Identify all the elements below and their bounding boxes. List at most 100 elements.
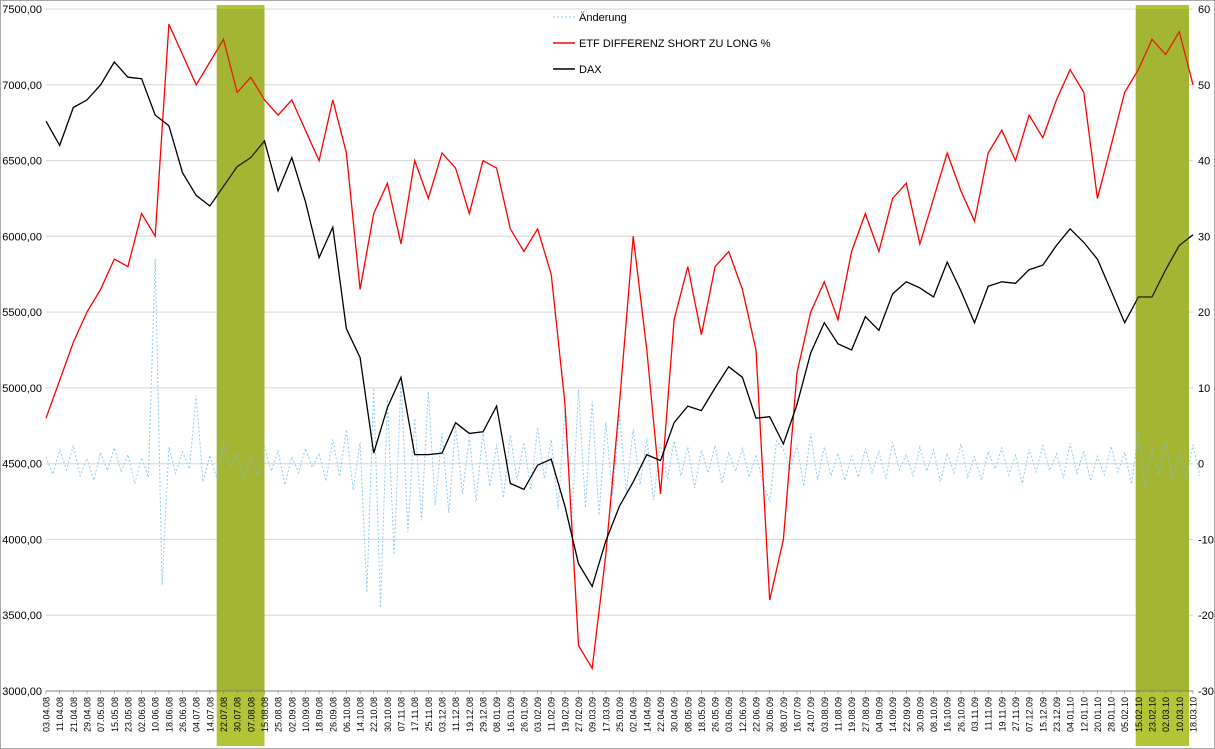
x-axis-tick-label: 25.08.08: [274, 697, 284, 732]
x-axis-tick-label: 12.01.10: [1079, 697, 1089, 732]
x-axis-tick-label: 22.07.08: [219, 697, 229, 732]
x-axis-tick-label: 18.06.08: [164, 697, 174, 732]
x-axis-tick-label: 04.09.09: [874, 697, 884, 732]
left-axis-labels: 7500,00 7000,00 6500,00 6000,00 5500,00 5000,…: [2, 4, 42, 698]
x-axis-tick-label: 08.01.09: [492, 697, 502, 732]
x-axis-tick-label: 11.02.09: [547, 697, 557, 731]
left-axis-tick-label: 6000,00: [2, 231, 42, 243]
dax-line: [45, 60, 1194, 588]
right-axis-tick-label: 30: [1198, 231, 1210, 243]
right-axis-tick-label: 50: [1198, 80, 1210, 92]
x-axis-tick-label: 23.02.10: [1148, 697, 1158, 732]
x-axis-tick-label: 18.09.08: [315, 697, 325, 732]
x-axis-tick-label: 09.03.09: [588, 697, 598, 732]
x-axis-tick-label: 29.04.08: [83, 697, 93, 732]
x-axis-tick-label: 22.04.09: [656, 697, 666, 732]
x-axis-tick-label: 11.11.09: [984, 697, 994, 731]
x-axis-tick-label: 24.07.09: [806, 697, 816, 732]
x-axis-tick-label: 26.05.09: [711, 697, 721, 732]
left-axis-tick-label: 5000,00: [2, 383, 42, 395]
left-axis-tick-label: 4000,00: [2, 534, 42, 546]
x-axis-tick-label: 29.12.08: [479, 697, 489, 732]
x-axis-tick-label: 26.06.08: [178, 697, 188, 732]
right-axis-tick-label: 60: [1198, 4, 1210, 16]
x-axis-tick-label: 14.10.08: [356, 697, 366, 732]
x-axis-tick-label: 03.08.09: [820, 697, 830, 732]
x-axis-tick-label: 07.05.08: [96, 697, 106, 732]
chart-generated-series: [45, 23, 1201, 671]
x-axis-tick-label: 04.01.10: [1066, 697, 1076, 732]
x-axis-tick-label: 02.09.08: [287, 697, 297, 732]
chart-legend: Änderung ETF DIFFERENZ SHORT ZU LONG % D…: [553, 12, 771, 76]
x-axis-tick-label: 02.03.10: [1161, 697, 1171, 732]
highlight-bands: [216, 5, 1189, 746]
x-axis-tick-label: 17.11.08: [410, 697, 420, 731]
highlight-band: [1135, 5, 1189, 746]
left-axis-tick-label: 7000,00: [2, 80, 42, 92]
right-axis-labels: 60 50 40 30 20 10 0 -10 -20 -30: [1198, 4, 1214, 698]
x-axis-labels: 03.04.08 11.04.08 21.04.08 29.04.08 07.05.08…: [42, 697, 1199, 732]
x-axis-tick-label: 26.09.08: [328, 697, 338, 732]
x-axis-tick-label: 15.02.10: [1134, 697, 1144, 732]
x-axis-tick-label: 15.05.08: [110, 697, 120, 732]
highlight-band: [216, 5, 265, 746]
x-axis-tick-label: 03.12.08: [438, 697, 448, 732]
x-axis-tick-label: 15.12.09: [1038, 697, 1048, 732]
x-axis-tick-label: 19.08.09: [847, 697, 857, 732]
right-axis-tick-label: 20: [1198, 307, 1210, 319]
x-axis-tick-label: 20.01.10: [1093, 697, 1103, 732]
x-axis-tick-label: 23.05.08: [123, 697, 133, 732]
right-axis-tick-label: 10: [1198, 383, 1210, 395]
x-axis-tick-label: 26.01.09: [519, 697, 529, 732]
x-axis-tick-label: 18.05.09: [697, 697, 707, 732]
x-axis-tick-label: 25.11.08: [424, 697, 434, 731]
chart-generated-under: 7500,00 7000,00 6500,00 6000,00 5500,00 5000,…: [2, 4, 1214, 746]
x-axis-tick-label: 07.08.08: [246, 697, 256, 732]
x-axis-tick-label: 10.03.10: [1175, 697, 1185, 732]
left-axis-tick-label: 7500,00: [2, 4, 42, 16]
x-axis-tick-label: 27.02.09: [574, 697, 584, 732]
right-axis-tick-label: -20: [1198, 610, 1214, 622]
x-axis-tick-label: 12.06.09: [738, 697, 748, 732]
x-axis-tick-label: 11.08.09: [834, 697, 844, 731]
x-axis-tick-label: 08.07.09: [779, 697, 789, 732]
x-axis-tick-label: 25.03.09: [615, 697, 625, 732]
x-axis-tick-label: 02.04.09: [629, 697, 639, 732]
x-axis-tick-label: 14.04.09: [642, 697, 652, 732]
x-axis-tick-label: 11.12.08: [451, 697, 461, 731]
x-axis-tick-label: 15.08.08: [260, 697, 270, 732]
dax-legend-label: DAX: [579, 64, 602, 76]
x-axis-tick-label: 16.10.09: [943, 697, 953, 732]
highlight-band-tint: [1135, 9, 1189, 691]
x-axis-tick-label: 03.04.08: [42, 697, 52, 732]
left-axis-tick-label: 6500,00: [2, 156, 42, 168]
right-axis-tick-label: -30: [1198, 686, 1214, 698]
x-axis-tick-label: 08.05.09: [683, 697, 693, 732]
x-axis-tick-label: 07.11.08: [397, 697, 407, 731]
x-axis-tick-label: 11.04.08: [55, 697, 65, 731]
x-axis-tick-label: 03.06.09: [724, 697, 734, 732]
etf-differenz-line: [45, 23, 1194, 671]
left-axis-tick-label: 3000,00: [2, 686, 42, 698]
x-axis-tick-label: 16.07.09: [793, 697, 803, 732]
x-axis-tick-label: 18.03.10: [1189, 697, 1199, 732]
right-axis-tick-label: -10: [1198, 534, 1214, 546]
left-axis-tick-label: 5500,00: [2, 307, 42, 319]
x-axis-tick-label: 04.07.08: [192, 697, 202, 732]
x-axis-tick-label: 14.09.09: [888, 697, 898, 732]
x-axis-tick-label: 03.02.09: [533, 697, 543, 732]
x-axis-tick-label: 28.01.10: [1107, 697, 1117, 732]
etf-differenz-legend-label: ETF DIFFERENZ SHORT ZU LONG %: [579, 38, 771, 50]
x-axis-tick-label: 27.11.09: [1011, 697, 1021, 731]
x-axis-tick-label: 30.09.09: [915, 697, 925, 732]
x-axis-tick-label: 22.09.09: [902, 697, 912, 732]
left-axis-tick-label: 3500,00: [2, 610, 42, 622]
x-axis-tick-label: 21.04.08: [69, 697, 79, 732]
x-axis-tick-label: 19.11.09: [997, 697, 1007, 731]
x-axis-tick-label: 19.02.09: [560, 697, 570, 732]
x-axis-tick-label: 05.02.10: [1120, 697, 1130, 732]
x-axis-tick-label: 06.10.08: [342, 697, 352, 732]
x-axis-tick-label: 23.12.09: [1052, 697, 1062, 732]
